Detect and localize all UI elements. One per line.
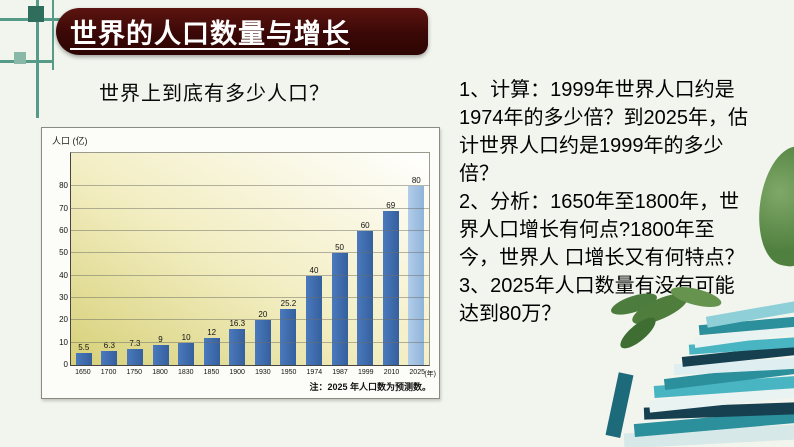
population-bar-chart: 人口 (亿) 5.5 6.3 7.3 9 10 12 16.3 20 25.2 40 50 60 69 8…: [41, 127, 440, 399]
chart-gridline: [71, 297, 429, 299]
bar-value-label: 7.3: [129, 338, 141, 348]
bar-value-label: 69: [386, 201, 396, 211]
slide-title: 世界的人口数量与增长: [70, 19, 350, 49]
bar-value-label: 10: [181, 332, 191, 342]
question-item-1: 1、计算：1999年世界人口约是1974年的多少倍？到2025年，估计世界人口约…: [459, 79, 748, 185]
chart-x-tick-label: 2025: [409, 369, 425, 376]
bar-rect-1987: [331, 253, 348, 365]
chart-y-tick-label: 20: [59, 315, 68, 325]
chart-y-tick-label: 40: [59, 270, 68, 280]
bar-value-label: 6.3: [103, 340, 115, 350]
question-item-3: 3、2025年人口数量有没有可能达到80万？: [459, 275, 735, 325]
bar-value-label: 20: [258, 310, 268, 320]
chart-y-tick-label: 70: [59, 203, 68, 213]
chart-x-tick-label: 1830: [177, 369, 194, 376]
chart-note: 注：2025 年人口数为预测数。: [309, 382, 431, 392]
bar-value-label: 9: [158, 334, 163, 344]
chart-y-tick-label: 60: [59, 226, 68, 236]
bar-value-label: 12: [207, 328, 217, 338]
bar-rect-1750: [126, 348, 143, 365]
bar-value-label: 40: [309, 265, 319, 275]
bar-value-label: 80: [411, 176, 421, 186]
chart-x-tick-label: 1800: [152, 369, 168, 376]
ornament-vline: [36, 0, 39, 118]
bar-rect-1830: [178, 342, 195, 365]
chart-gridline: [71, 207, 429, 209]
chart-y-tick-label: 50: [59, 248, 68, 258]
bar-1700: 6.3: [97, 153, 123, 365]
chart-gridline: [71, 230, 429, 232]
bar-1974: 40: [301, 153, 327, 365]
chart-y-tick-label: 30: [59, 293, 68, 303]
subtitle-question: 世界上到底有多少人口？: [99, 83, 330, 105]
questions-block: 1、计算：1999年世界人口约是1974年的多少倍？到2025年，估计世界人口约…: [459, 76, 751, 328]
books-stack-image: [605, 287, 794, 447]
chart-y-axis-title: 人口 (亿): [52, 136, 88, 146]
chart-x-axis-labels: 1650 1700 1750 1800 1830 1850 1900 1930 1950 1974…: [70, 369, 430, 376]
chart-x-tick-label: 1987: [332, 369, 348, 376]
chart-plot-area: 5.5 6.3 7.3 9 10 12 16.3 20 25.2 40 50 60 69 80 0 10 20…: [59, 152, 430, 369]
chart-y-tick-label: 10: [59, 337, 68, 347]
ornament-square: [28, 6, 44, 22]
bar-value-label: 5.5: [78, 342, 90, 352]
bar-1950: 25.2: [276, 153, 302, 365]
chart-gridline: [71, 319, 429, 321]
bar-value-label: 60: [360, 221, 370, 231]
bar-1900: 16.3: [224, 153, 250, 365]
question-item-2: 2、分析：1650年至1800年，世界人口增长有何点?1800年至今，世界人 口…: [459, 191, 745, 269]
chart-gridline: [71, 274, 429, 276]
chart-x-tick-label: 1930: [255, 369, 271, 376]
chart-y-tick-label: 0: [63, 360, 68, 369]
title-banner: 世界的人口数量与增长: [56, 8, 428, 55]
bar-1830: 10: [173, 153, 199, 365]
ornament-square: [14, 52, 26, 64]
bar-1930: 20: [250, 153, 276, 365]
bar-1800: 9: [148, 153, 174, 365]
bar-1850: 12: [199, 153, 225, 365]
bar-1987: 50: [327, 153, 353, 365]
bar-rect-1950: [280, 308, 297, 365]
bar-rect-1700: [101, 350, 118, 365]
bar-rect-1930: [254, 320, 271, 365]
chart-gridline: [71, 252, 429, 254]
bar-value-label: 16.3: [229, 318, 246, 328]
bar-1650: 5.5: [71, 153, 97, 365]
ornament-vline: [52, 0, 54, 70]
chart-x-tick-label: 1700: [100, 369, 117, 376]
bar-rect-1850: [203, 338, 220, 365]
bar-1750: 7.3: [122, 153, 148, 365]
chart-gridline: [71, 341, 429, 343]
chart-x-tick-label: 1999: [357, 369, 374, 376]
bar-rect-1900: [229, 328, 246, 365]
chart-y-tick-label: 80: [59, 181, 68, 191]
chart-x-tick-label: 1950: [280, 369, 297, 376]
chart-gridline: [71, 185, 429, 187]
bar-rect-1974: [305, 275, 322, 365]
chart-x-tick-label: 1974: [306, 369, 323, 376]
bar-2010: 69: [378, 153, 404, 365]
ornament-hline: [0, 60, 52, 63]
chart-x-tick-label: 1650: [75, 369, 91, 376]
chart-x-axis-unit: (年): [424, 371, 436, 378]
chart-x-tick-label: 1900: [229, 369, 245, 376]
bar-value-label: 25.2: [280, 298, 297, 308]
chart-x-tick-label: 1850: [203, 369, 220, 376]
plant-decoration: [751, 142, 794, 270]
chart-x-tick-label: 2010: [383, 369, 400, 376]
bar-rect-1800: [152, 344, 169, 365]
bar-rect-1650: [75, 352, 92, 365]
bar-rect-2010: [382, 211, 399, 365]
chart-x-tick-label: 1750: [126, 369, 143, 376]
bar-value-label: 50: [335, 243, 345, 253]
